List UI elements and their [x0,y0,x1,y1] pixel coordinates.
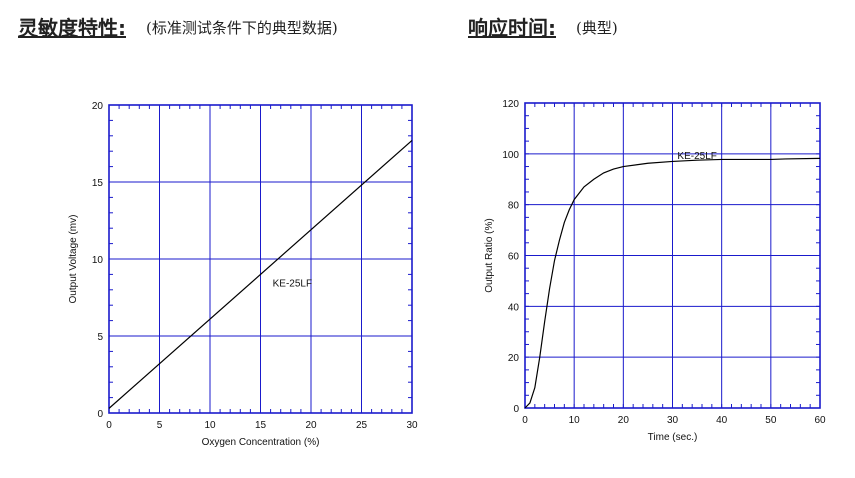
chart-2: 0 10 20 30 40 50 60 0 20 40 60 80 100 120 KE-25LF Time … [484,99,826,443]
x-tick-label: 15 [255,420,267,431]
series-line [524,157,821,409]
series-line [108,139,413,409]
y-tick-label: 20 [92,101,104,112]
y-tick-label: 40 [508,302,520,313]
y-tick-label: 15 [92,178,104,189]
x-tick-label: 20 [305,420,317,431]
x-tick-label: 25 [356,420,368,431]
series-annotation: KE-25LF [677,151,716,162]
x-tick-label: 60 [814,415,826,426]
y-tick-label: 80 [508,201,520,212]
sensitivity-subtitle: (标准测试条件下的典型数据) [146,19,338,37]
x-axis-label: Time (sec.) [648,432,698,443]
y-axis-label: Output Voltage (mv) [68,215,79,304]
x-tick-label: 50 [765,415,777,426]
x-tick-label: 40 [716,415,728,426]
x-tick-label: 10 [204,420,216,431]
chart-1: 0 5 10 15 20 25 30 0 5 10 15 20 KE-25LF Oxygen Concen… [68,101,418,448]
response-title: 响应时间: [468,16,556,40]
y-tick-label: 10 [92,255,104,266]
sensitivity-title: 灵敏度特性: [18,16,126,40]
plot-frame [524,102,821,409]
series-annotation: KE-25LF [273,279,312,290]
y-tick-label: 0 [97,409,103,420]
x-tick-label: 30 [406,420,418,431]
y-tick-label: 20 [508,353,520,364]
x-tick-label: 20 [618,415,630,426]
x-tick-label: 5 [157,420,163,431]
x-tick-label: 0 [106,420,112,431]
x-tick-label: 30 [667,415,679,426]
y-tick-label: 100 [502,150,519,161]
plot-frame [108,104,413,414]
y-tick-label: 60 [508,252,520,263]
response-subtitle: (典型) [576,19,618,37]
y-axis-label: Output Ratio (%) [484,218,495,292]
x-tick-label: 0 [522,415,528,426]
y-tick-label: 120 [502,99,519,110]
x-axis-label: Oxygen Concentration (%) [202,437,320,448]
y-tick-label: 5 [97,332,103,343]
y-tick-label: 0 [513,404,519,415]
x-tick-label: 10 [569,415,581,426]
